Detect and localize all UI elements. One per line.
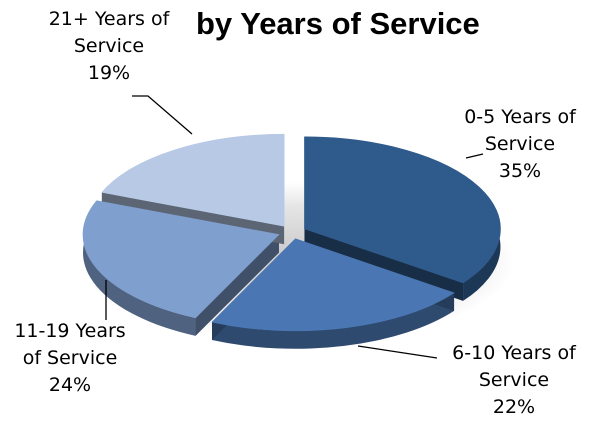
- pie-slice-11-19: [82, 200, 280, 319]
- pie-slice-0-5: [304, 136, 501, 284]
- slice-value-0-5: 35%: [498, 160, 542, 182]
- slice-label-11-19-line1: 11-19 Years: [14, 320, 126, 342]
- slice-label-6-10-line1: 6-10 Years of: [452, 342, 576, 364]
- pie-slice-21plus: [101, 133, 285, 227]
- leader-line-0-5: [465, 153, 484, 159]
- pie-slice-wall-11-19-0: [195, 234, 279, 336]
- slice-value-11-19: 24%: [48, 374, 92, 396]
- slice-label-11-19-line2: of Service: [22, 347, 118, 369]
- slice-label-21plus-line2: Service: [73, 35, 145, 57]
- slice-label-0-5: 0-5 Years of Service 35%: [446, 104, 594, 185]
- pie-slice-side-6-10: [212, 292, 455, 349]
- leader-lines: [105, 95, 484, 359]
- slice-label-6-10-line2: Service: [478, 369, 550, 391]
- slice-label-0-5-line1: 0-5 Years of: [464, 106, 576, 128]
- slice-label-21plus: 21+ Years of Service 19%: [34, 6, 184, 87]
- slice-label-11-19: 11-19 Years of Service 24%: [0, 318, 140, 399]
- pie-slice-6-10: [211, 238, 455, 332]
- chart-title: by Years of Service: [196, 6, 480, 41]
- leader-line-21plus: [132, 95, 193, 135]
- slice-value-6-10: 22%: [492, 396, 536, 418]
- slice-label-6-10: 6-10 Years of Service 22%: [434, 340, 594, 421]
- slice-value-21plus: 19%: [87, 62, 131, 84]
- pie-slice-tops: [82, 133, 501, 332]
- leader-line-6-10: [357, 345, 438, 359]
- slice-label-0-5-line2: Service: [484, 133, 556, 155]
- slice-label-21plus-line1: 21+ Years of: [48, 8, 170, 30]
